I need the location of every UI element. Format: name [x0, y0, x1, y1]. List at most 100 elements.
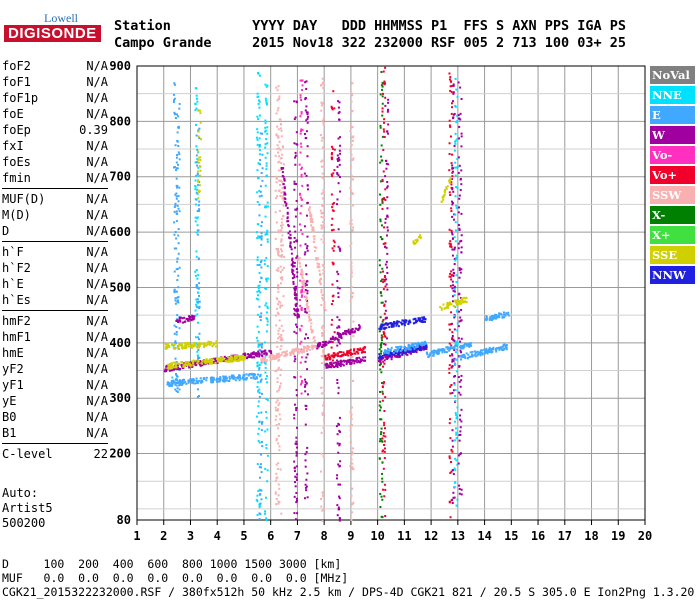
- echo-point: [236, 354, 239, 357]
- echo-point: [379, 361, 382, 364]
- echo-point: [260, 345, 263, 348]
- echo-point: [192, 363, 195, 366]
- echo-point: [451, 295, 454, 298]
- echo-point: [197, 348, 200, 351]
- echo-point: [349, 300, 352, 303]
- echo-point: [500, 346, 503, 349]
- echo-point: [460, 355, 463, 358]
- echo-point: [295, 294, 298, 297]
- echo-point: [382, 331, 385, 334]
- echo-point: [303, 349, 306, 352]
- echo-point: [477, 353, 480, 356]
- echo-point: [349, 329, 352, 332]
- echo-point: [196, 354, 199, 357]
- echo-point: [458, 320, 461, 323]
- echo-point: [212, 376, 215, 379]
- echo-point: [176, 314, 179, 317]
- echo-point: [462, 354, 465, 357]
- echo-point: [321, 226, 324, 229]
- echo-point: [498, 316, 501, 319]
- echo-point: [191, 378, 194, 381]
- echo-point: [449, 76, 452, 79]
- echo-point: [185, 346, 188, 349]
- echo-point: [338, 342, 341, 345]
- echo-point: [256, 131, 259, 134]
- echo-point: [265, 317, 268, 320]
- echo-point: [195, 284, 198, 287]
- echo-point: [318, 269, 321, 272]
- echo-point: [203, 344, 206, 347]
- echo-point: [261, 343, 264, 346]
- echo-point: [317, 263, 320, 266]
- echo-point: [379, 327, 382, 330]
- echo-point: [188, 315, 191, 318]
- echo-point: [330, 303, 333, 306]
- echo-point: [300, 173, 303, 176]
- echo-point: [458, 276, 461, 279]
- echo-point: [187, 319, 190, 322]
- echo-point: [194, 87, 197, 90]
- echo-point: [196, 298, 199, 301]
- echo-point: [199, 377, 202, 380]
- param-value: N/A: [86, 362, 108, 376]
- echo-point: [198, 184, 201, 187]
- echo-point: [176, 375, 179, 378]
- echo-point: [182, 321, 185, 324]
- echo-point: [492, 346, 495, 349]
- echo-point: [408, 344, 411, 347]
- echo-point: [293, 467, 296, 470]
- echo-point: [198, 341, 201, 344]
- echo-point: [412, 240, 415, 243]
- echo-point: [331, 295, 334, 298]
- echo-point: [451, 188, 454, 191]
- echo-point: [349, 332, 352, 335]
- echo-point: [382, 360, 385, 363]
- echo-point: [199, 360, 202, 363]
- echo-point: [379, 506, 382, 509]
- echo-point: [300, 272, 303, 275]
- echo-point: [349, 331, 352, 334]
- echo-point: [195, 255, 198, 258]
- echo-point: [228, 377, 231, 380]
- echo-point: [473, 350, 476, 353]
- echo-point: [471, 355, 474, 358]
- echo-point: [321, 176, 324, 179]
- echo-point: [230, 355, 233, 358]
- echo-point: [299, 375, 302, 378]
- echo-point: [218, 360, 221, 363]
- echo-point: [466, 357, 469, 360]
- echo-point: [266, 238, 269, 241]
- echo-point: [403, 322, 406, 325]
- echo-point: [291, 259, 294, 262]
- echo-point: [313, 246, 316, 249]
- echo-point: [258, 353, 261, 356]
- echo-point: [311, 218, 314, 221]
- param-row: hmF1 N/A: [2, 329, 108, 345]
- echo-point: [306, 368, 309, 371]
- echo-point: [305, 333, 308, 336]
- echo-point: [336, 474, 339, 477]
- echo-point: [177, 126, 180, 129]
- echo-point: [295, 208, 298, 211]
- echo-point: [447, 347, 450, 350]
- echo-point: [392, 353, 395, 356]
- echo-point: [337, 506, 340, 509]
- echo-point: [338, 335, 341, 338]
- echo-point: [202, 362, 205, 365]
- param-row: foF1 N/A: [2, 74, 108, 90]
- echo-point: [331, 147, 334, 150]
- echo-point: [336, 442, 339, 445]
- echo-point: [449, 178, 452, 181]
- echo-point: [357, 352, 360, 355]
- echo-point: [331, 247, 334, 250]
- echo-point: [403, 324, 406, 327]
- echo-point: [485, 316, 488, 319]
- echo-point: [458, 137, 461, 140]
- echo-point: [197, 197, 200, 200]
- echo-point: [294, 163, 297, 166]
- echo-point: [383, 274, 386, 277]
- echo-point: [293, 294, 296, 297]
- echo-point: [322, 344, 325, 347]
- x-tick-label: 12: [424, 529, 438, 543]
- echo-point: [305, 478, 308, 481]
